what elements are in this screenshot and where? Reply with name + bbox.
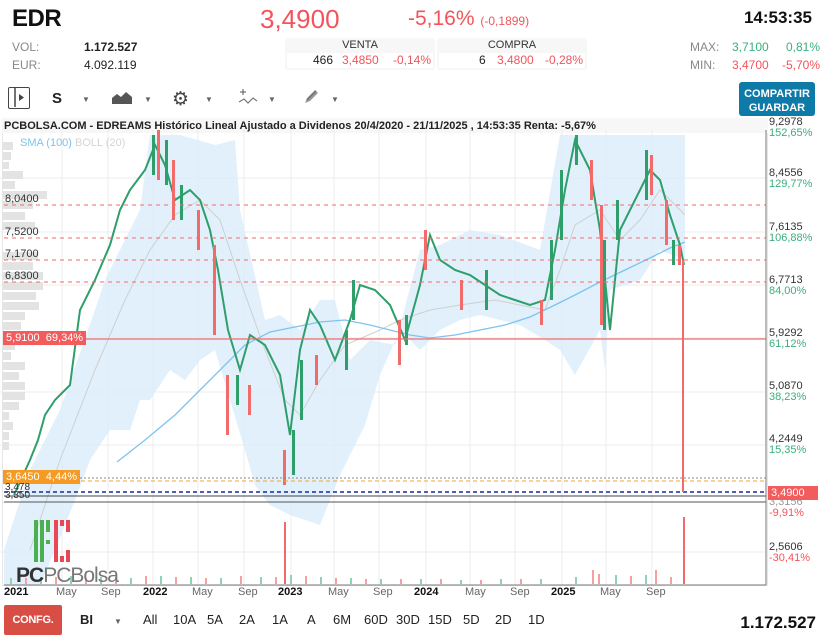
min-pct: -5,70% — [781, 58, 820, 72]
level-label-7170: 7,1700 — [5, 248, 39, 260]
level-label-3478: 3,478 — [5, 482, 31, 493]
y-tick-3: 6,7713 84,00% — [769, 274, 807, 297]
bollinger-middle — [29, 189, 686, 551]
range-15d[interactable]: 15D — [428, 612, 452, 627]
level-label-7520: 7,5200 — [5, 226, 39, 238]
range-a[interactable]: A — [307, 612, 316, 627]
legend-boll[interactable]: BOLL (20) — [75, 137, 126, 149]
area-chart-icon — [112, 92, 132, 104]
sell-pct: -0,14% — [393, 53, 432, 67]
share-label: COMPARTIR — [744, 87, 810, 100]
pcbolsa-logo — [34, 520, 70, 562]
quote-time: 14:53:35 — [743, 8, 812, 27]
turnover-row: EUR: 4.092.119 — [12, 58, 172, 72]
chart-type-button[interactable] — [112, 90, 132, 109]
price-chart-canvas[interactable] — [0, 130, 830, 590]
y-tick-1: 8,4556 129,77% — [769, 167, 813, 190]
range-2a[interactable]: 2A — [239, 612, 255, 627]
max-value: 3,7100 — [732, 40, 769, 54]
range-30d[interactable]: 30D — [396, 612, 420, 627]
buy-price: 3,4800 — [497, 53, 534, 67]
sell-qty: 466 — [313, 53, 334, 67]
range-5a[interactable]: 5A — [207, 612, 223, 627]
volume-value: 1.172.527 — [84, 40, 138, 54]
last-price-tag: 3,4900 — [768, 486, 818, 500]
level-tag-3645: 3,6450 4,44% — [3, 470, 80, 484]
max-row: MAX: 3,7100 0,81% — [690, 40, 820, 54]
total-volume: 1.172.527 — [740, 613, 816, 632]
y-tick-6: 4,2449 15,35% — [769, 433, 807, 456]
range-6m[interactable]: 6M — [333, 612, 352, 627]
x-axis: 2021 May Sep 2022 May Sep 2023 May Sep 2… — [4, 586, 666, 598]
drawing-tools-button[interactable] — [302, 88, 320, 111]
save-label: GUARDAR — [748, 101, 806, 114]
change-absolute: (-0,1899) — [480, 14, 530, 28]
level-label-6830: 6,8300 — [5, 270, 39, 282]
share-save-button[interactable]: COMPARTIR GUARDAR — [739, 82, 815, 116]
volume-profile — [3, 142, 47, 450]
volume-label: VOL: — [12, 40, 40, 54]
config-button[interactable]: CONFG. — [4, 605, 62, 635]
min-value: 3,4700 — [732, 58, 769, 72]
interval-selector[interactable]: BI — [80, 612, 93, 627]
change-percent: -5,16% — [408, 7, 475, 30]
y-tick-2: 7,6135 106,88% — [769, 221, 813, 244]
interval-dropdown-caret[interactable]: ▼ — [114, 617, 122, 626]
min-label: MIN: — [690, 58, 716, 72]
watermark-text: PCPCBolsa — [16, 564, 119, 587]
ticker-symbol: EDR — [12, 5, 62, 32]
volume-row: VOL: 1.172.527 — [12, 40, 172, 54]
last-price: 3,4900 — [260, 4, 340, 34]
buy-title: COMPRA — [487, 39, 537, 51]
drawing-dropdown-caret[interactable]: ▼ — [331, 95, 339, 104]
settings-button[interactable]: ⚙ — [172, 88, 189, 111]
y-tick-4: 5,9292 61,12% — [769, 327, 807, 350]
y-tick-5: 5,0870 38,23% — [769, 380, 807, 403]
sell-price: 3,4850 — [342, 53, 379, 67]
buy-qty: 6 — [479, 53, 486, 67]
y-tick-0: 9,2978 152,65% — [769, 116, 813, 139]
level-tag-5910: 5,9100 69,34% — [3, 331, 87, 345]
indicators-icon — [238, 89, 258, 104]
candle-bodies — [152, 130, 681, 485]
bollinger-band — [4, 135, 685, 585]
buy-box: COMPRA 6 3,4800 -0,28% — [437, 38, 587, 70]
y-tick-8: 2,5606 -30,41% — [769, 541, 810, 564]
range-1d[interactable]: 1D — [528, 612, 545, 627]
volume-bars — [10, 517, 685, 584]
level-label-8040: 8,0400 — [5, 193, 39, 205]
sidebar-toggle-icon — [14, 88, 24, 107]
turnover-label: EUR: — [12, 58, 41, 72]
range-10a[interactable]: 10A — [173, 612, 197, 627]
min-row: MIN: 3,4700 -5,70% — [690, 58, 820, 72]
max-label: MAX: — [690, 40, 720, 54]
indicators-button[interactable] — [238, 88, 258, 111]
scale-button[interactable]: S — [52, 90, 63, 107]
settings-dropdown-caret[interactable]: ▼ — [205, 95, 213, 104]
candlesticks — [13, 136, 685, 496]
level-label-3350: 3,350 — [5, 490, 31, 501]
chart-legend: SMA (100) BOLL (20) — [20, 137, 125, 149]
pencil-icon — [305, 90, 318, 103]
range-5d[interactable]: 5D — [463, 612, 480, 627]
max-pct: 0,81% — [785, 40, 820, 54]
legend-sma[interactable]: SMA (100) — [20, 137, 72, 149]
chart-type-dropdown-caret[interactable]: ▼ — [144, 95, 152, 104]
indicators-dropdown-caret[interactable]: ▼ — [268, 95, 276, 104]
sell-title: VENTA — [342, 39, 378, 51]
range-all[interactable]: All — [143, 612, 158, 627]
gear-icon: ⚙ — [172, 89, 190, 110]
chart-title: PCBOLSA.COM - EDREAMS Histórico Lineal A… — [4, 120, 596, 132]
turnover-value: 4.092.119 — [84, 58, 137, 72]
range-60d[interactable]: 60D — [364, 612, 388, 627]
sidebar-toggle-button[interactable] — [8, 87, 30, 109]
range-2d[interactable]: 2D — [495, 612, 512, 627]
buy-pct: -0,28% — [545, 53, 584, 67]
range-1a[interactable]: 1A — [272, 612, 288, 627]
scale-dropdown-caret[interactable]: ▼ — [82, 95, 90, 104]
chart-title-bar — [2, 118, 768, 133]
sell-box: VENTA 466 3,4850 -0,14% — [285, 38, 435, 70]
price-change: -5,16% (-0,1899) — [408, 7, 529, 31]
y-tick-7: 3,3156 -9,91% — [769, 496, 804, 519]
